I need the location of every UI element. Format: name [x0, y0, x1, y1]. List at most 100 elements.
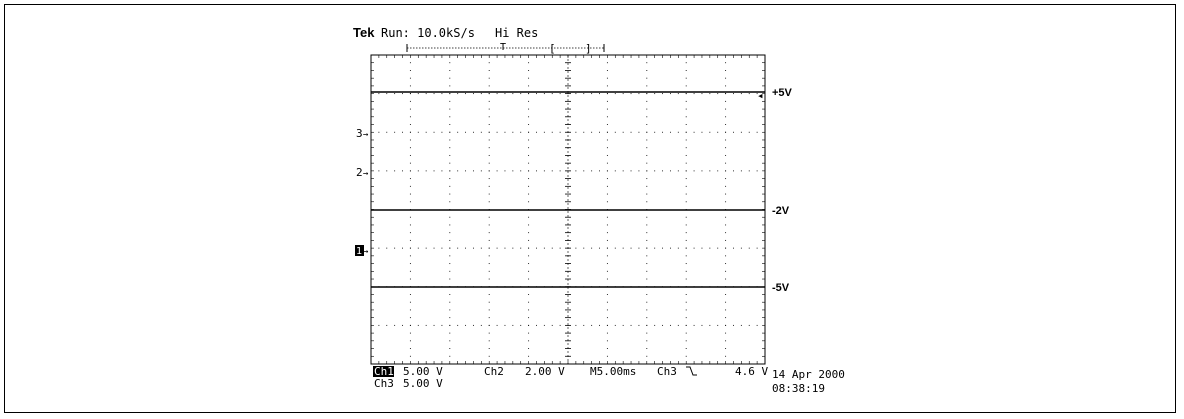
graticule-dot [559, 324, 561, 326]
graticule-dot [606, 131, 608, 133]
graticule-dot [717, 247, 719, 249]
graticule-dot [606, 247, 608, 249]
graticule-dot [622, 170, 624, 172]
graticule-dot [417, 324, 419, 326]
graticule-dot [662, 170, 664, 172]
graticule-dot [472, 324, 474, 326]
graticule-dot [685, 185, 687, 187]
graticule-dot [528, 294, 530, 295]
graticule-dot [646, 154, 648, 156]
graticule-dot [386, 324, 388, 326]
graticule-dot [725, 294, 727, 295]
graticule-dot [638, 131, 640, 133]
graticule-dot [536, 170, 537, 172]
graticule-dot [677, 131, 679, 133]
graticule-dot [394, 93, 396, 95]
graticule-dot [409, 348, 411, 349]
graticule-dot [606, 100, 608, 102]
graticule-dot [725, 124, 727, 125]
graticule-dot [488, 139, 490, 141]
graticule-dot [386, 170, 388, 172]
graticule-dot [520, 93, 522, 95]
graticule-dot [646, 340, 648, 342]
graticule-dot [409, 278, 411, 280]
graticule-dot [433, 131, 435, 133]
timebase: M5.00ms [590, 365, 636, 378]
trigger-position-marker: T [500, 42, 506, 53]
graticule-dot [606, 62, 608, 64]
time: 08:38:19 [772, 382, 825, 395]
graticule-dot [528, 108, 530, 110]
graticule-dot [409, 131, 411, 133]
graticule-dot [551, 324, 553, 326]
graticule-dot [733, 324, 734, 326]
graticule-dot [543, 93, 545, 95]
graticule-dot [654, 247, 656, 249]
graticule-dot [433, 170, 435, 172]
graticule-dot [606, 278, 608, 280]
graticule-dot [606, 93, 608, 95]
graticule-dot [409, 332, 411, 334]
graticule-dot [504, 93, 506, 95]
graticule-dot [654, 170, 656, 172]
graticule-dot [606, 301, 608, 303]
graticule-dot [748, 324, 750, 326]
graticule-dot [606, 162, 608, 164]
graticule-dot [646, 108, 648, 110]
graticule-dot [409, 178, 411, 180]
graticule-dot [740, 247, 742, 249]
graticule-dot [685, 124, 687, 125]
graticule-dot [409, 340, 411, 342]
graticule-dot [409, 124, 411, 125]
graticule-dot [449, 340, 451, 342]
graticule-dot [457, 170, 459, 172]
graticule-dot [725, 62, 727, 64]
graticule-dot [543, 170, 545, 172]
graticule-dot [528, 340, 530, 342]
graticule-dot [685, 340, 687, 342]
graticule-dot [488, 193, 490, 195]
graticule-dot [748, 247, 750, 249]
graticule-dot [725, 332, 727, 334]
svg-text:1: 1 [356, 246, 362, 257]
graticule-dot [409, 93, 411, 95]
graticule-dot [740, 170, 742, 172]
graticule-dot [488, 301, 490, 303]
graticule-dot [677, 170, 679, 172]
graticule-dot [409, 116, 411, 118]
graticule-dot [409, 224, 411, 226]
graticule-dot [457, 324, 459, 326]
graticule-dot [725, 108, 727, 110]
graticule-dot [465, 93, 467, 95]
graticule-dot [685, 193, 687, 195]
graticule-dot [756, 170, 758, 172]
graticule-dot [646, 309, 648, 311]
graticule-dot [575, 93, 577, 95]
graticule-dot [685, 70, 687, 71]
graticule-dot [488, 100, 490, 102]
graticule-dot [685, 355, 687, 357]
graticule-dot [488, 355, 490, 357]
graticule-dot [725, 239, 727, 241]
graticule-dot [488, 332, 490, 334]
graticule-dot [551, 247, 553, 249]
graticule-dot [496, 324, 498, 326]
graticule-dot [646, 70, 648, 71]
graticule-dot [402, 247, 403, 249]
graticule-dot [528, 193, 530, 195]
graticule-dot [559, 170, 561, 172]
graticule-dot [488, 247, 490, 249]
graticule-dot [654, 324, 656, 326]
graticule-dot [449, 185, 451, 187]
graticule-dot [606, 348, 608, 349]
graticule-dot [669, 131, 671, 133]
graticule-dot [725, 340, 727, 342]
trigger-source: Ch3 [657, 365, 677, 378]
graticule-dot [599, 247, 600, 249]
graticule-dot [701, 93, 703, 95]
graticule-dot [488, 348, 490, 349]
graticule-dot [449, 224, 451, 226]
graticule-dot [520, 324, 522, 326]
graticule-dot [488, 309, 490, 311]
graticule-dot [646, 201, 648, 203]
